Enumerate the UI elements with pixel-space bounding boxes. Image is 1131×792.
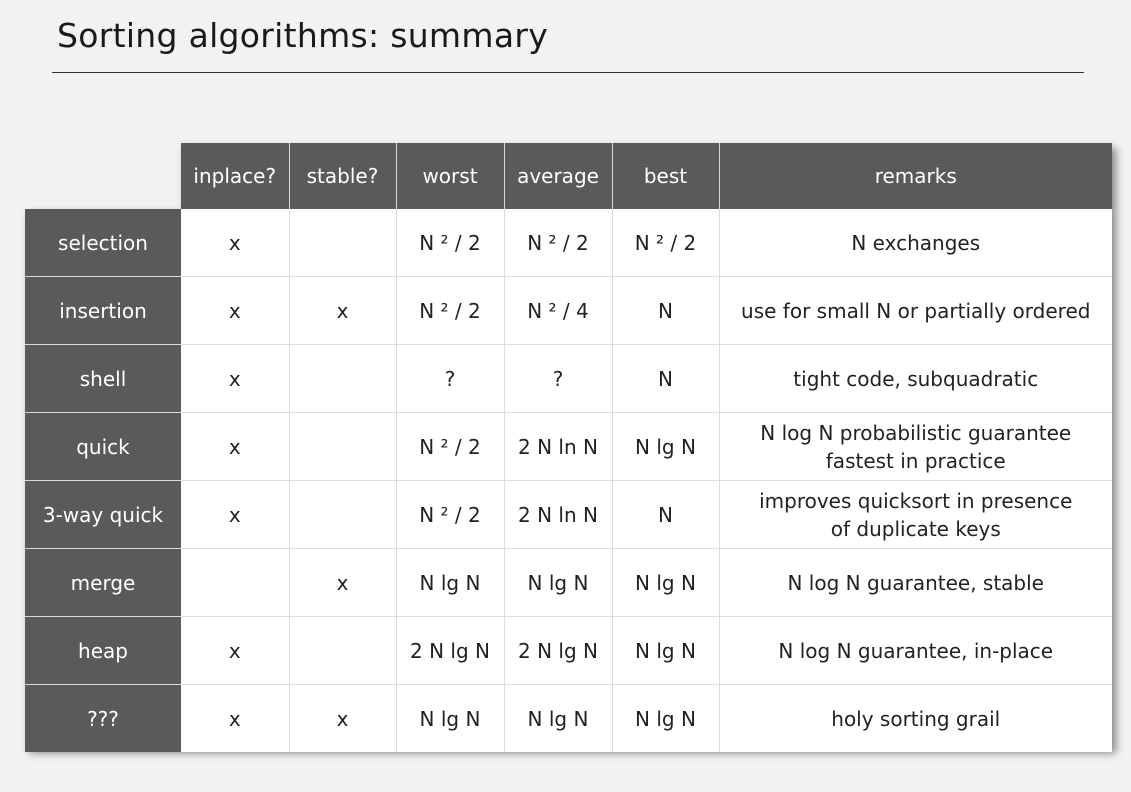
remark-line: N exchanges xyxy=(851,230,981,255)
cell-stable: x xyxy=(289,276,397,345)
cell-average: N lg N xyxy=(504,684,613,752)
cell-best: N xyxy=(612,344,720,413)
sorting-summary-table: inplace? stable? worst average best rema… xyxy=(25,143,1112,752)
table-header-row: inplace? stable? worst average best rema… xyxy=(25,143,1112,209)
cell-remarks: use for small N or partially ordered xyxy=(719,276,1112,345)
cell-remarks: N log N guarantee, stable xyxy=(719,548,1112,617)
cell-average: 2 N ln N xyxy=(504,412,613,481)
cell-inplace: x xyxy=(181,684,290,752)
cell-worst: ? xyxy=(396,344,505,413)
row-header-algorithm: 3-way quick xyxy=(25,480,181,549)
cell-inplace: x xyxy=(181,480,290,549)
cell-stable xyxy=(289,344,397,413)
cell-average: N ² / 4 xyxy=(504,276,613,345)
cell-best: N lg N xyxy=(612,616,720,685)
cell-best: N lg N xyxy=(612,412,720,481)
cell-remarks: N log N guarantee, in-place xyxy=(719,616,1112,685)
cell-inplace: x xyxy=(181,616,290,685)
cell-stable: x xyxy=(289,684,397,752)
row-header-algorithm: selection xyxy=(25,209,181,277)
cell-worst: N ² / 2 xyxy=(396,480,505,549)
remark-line: use for small N or partially ordered xyxy=(741,298,1091,323)
cell-average: N ² / 2 xyxy=(504,209,613,277)
cell-inplace: x xyxy=(181,209,290,277)
cell-inplace xyxy=(181,548,290,617)
cell-average: ? xyxy=(504,344,613,413)
row-header-algorithm: quick xyxy=(25,412,181,481)
cell-inplace: x xyxy=(181,276,290,345)
cell-stable xyxy=(289,616,397,685)
column-header-stable: stable? xyxy=(289,143,397,209)
remark-line: N log N probabilistic guarantee xyxy=(760,420,1072,445)
remark-line: N log N guarantee, in-place xyxy=(778,638,1054,663)
cell-average: N lg N xyxy=(504,548,613,617)
cell-remarks: tight code, subquadratic xyxy=(719,344,1112,413)
remark-line: improves quicksort in presence xyxy=(759,488,1073,513)
cell-stable xyxy=(289,480,397,549)
cell-average: 2 N ln N xyxy=(504,480,613,549)
cell-best: N ² / 2 xyxy=(612,209,720,277)
cell-remarks: improves quicksort in presence of duplica… xyxy=(719,480,1112,549)
summary-table-container: inplace? stable? worst average best rema… xyxy=(25,143,1112,752)
column-header-average: average xyxy=(504,143,613,209)
title-divider xyxy=(52,72,1084,73)
row-header-algorithm: shell xyxy=(25,344,181,413)
cell-remarks: N log N probabilistic guarantee fastest i… xyxy=(719,412,1112,481)
remark-line: tight code, subquadratic xyxy=(793,366,1039,391)
cell-remarks: holy sorting grail xyxy=(719,684,1112,752)
column-header-inplace: inplace? xyxy=(181,143,290,209)
header-corner xyxy=(25,143,181,209)
row-header-algorithm: insertion xyxy=(25,276,181,345)
cell-worst: N ² / 2 xyxy=(396,276,505,345)
cell-stable xyxy=(289,209,397,277)
remark-line: fastest in practice xyxy=(825,448,1006,473)
remark-line: holy sorting grail xyxy=(831,706,1001,731)
cell-worst: N ² / 2 xyxy=(396,209,505,277)
cell-average: 2 N lg N xyxy=(504,616,613,685)
cell-inplace: x xyxy=(181,344,290,413)
cell-best: N lg N xyxy=(612,548,720,617)
remark-line: N log N guarantee, stable xyxy=(787,570,1044,595)
cell-best: N xyxy=(612,480,720,549)
cell-worst: N ² / 2 xyxy=(396,412,505,481)
row-header-algorithm: heap xyxy=(25,616,181,685)
cell-stable: x xyxy=(289,548,397,617)
page-title: Sorting algorithms: summary xyxy=(57,16,549,55)
row-header-algorithm: merge xyxy=(25,548,181,617)
remark-line: of duplicate keys xyxy=(830,516,1001,541)
column-header-worst: worst xyxy=(396,143,505,209)
cell-remarks: N exchanges xyxy=(719,209,1112,277)
cell-best: N xyxy=(612,276,720,345)
cell-stable xyxy=(289,412,397,481)
column-header-remarks: remarks xyxy=(719,143,1112,209)
cell-worst: N lg N xyxy=(396,684,505,752)
row-header-algorithm: ??? xyxy=(25,684,181,752)
cell-worst: 2 N lg N xyxy=(396,616,505,685)
cell-best: N lg N xyxy=(612,684,720,752)
cell-inplace: x xyxy=(181,412,290,481)
column-header-best: best xyxy=(612,143,720,209)
cell-worst: N lg N xyxy=(396,548,505,617)
